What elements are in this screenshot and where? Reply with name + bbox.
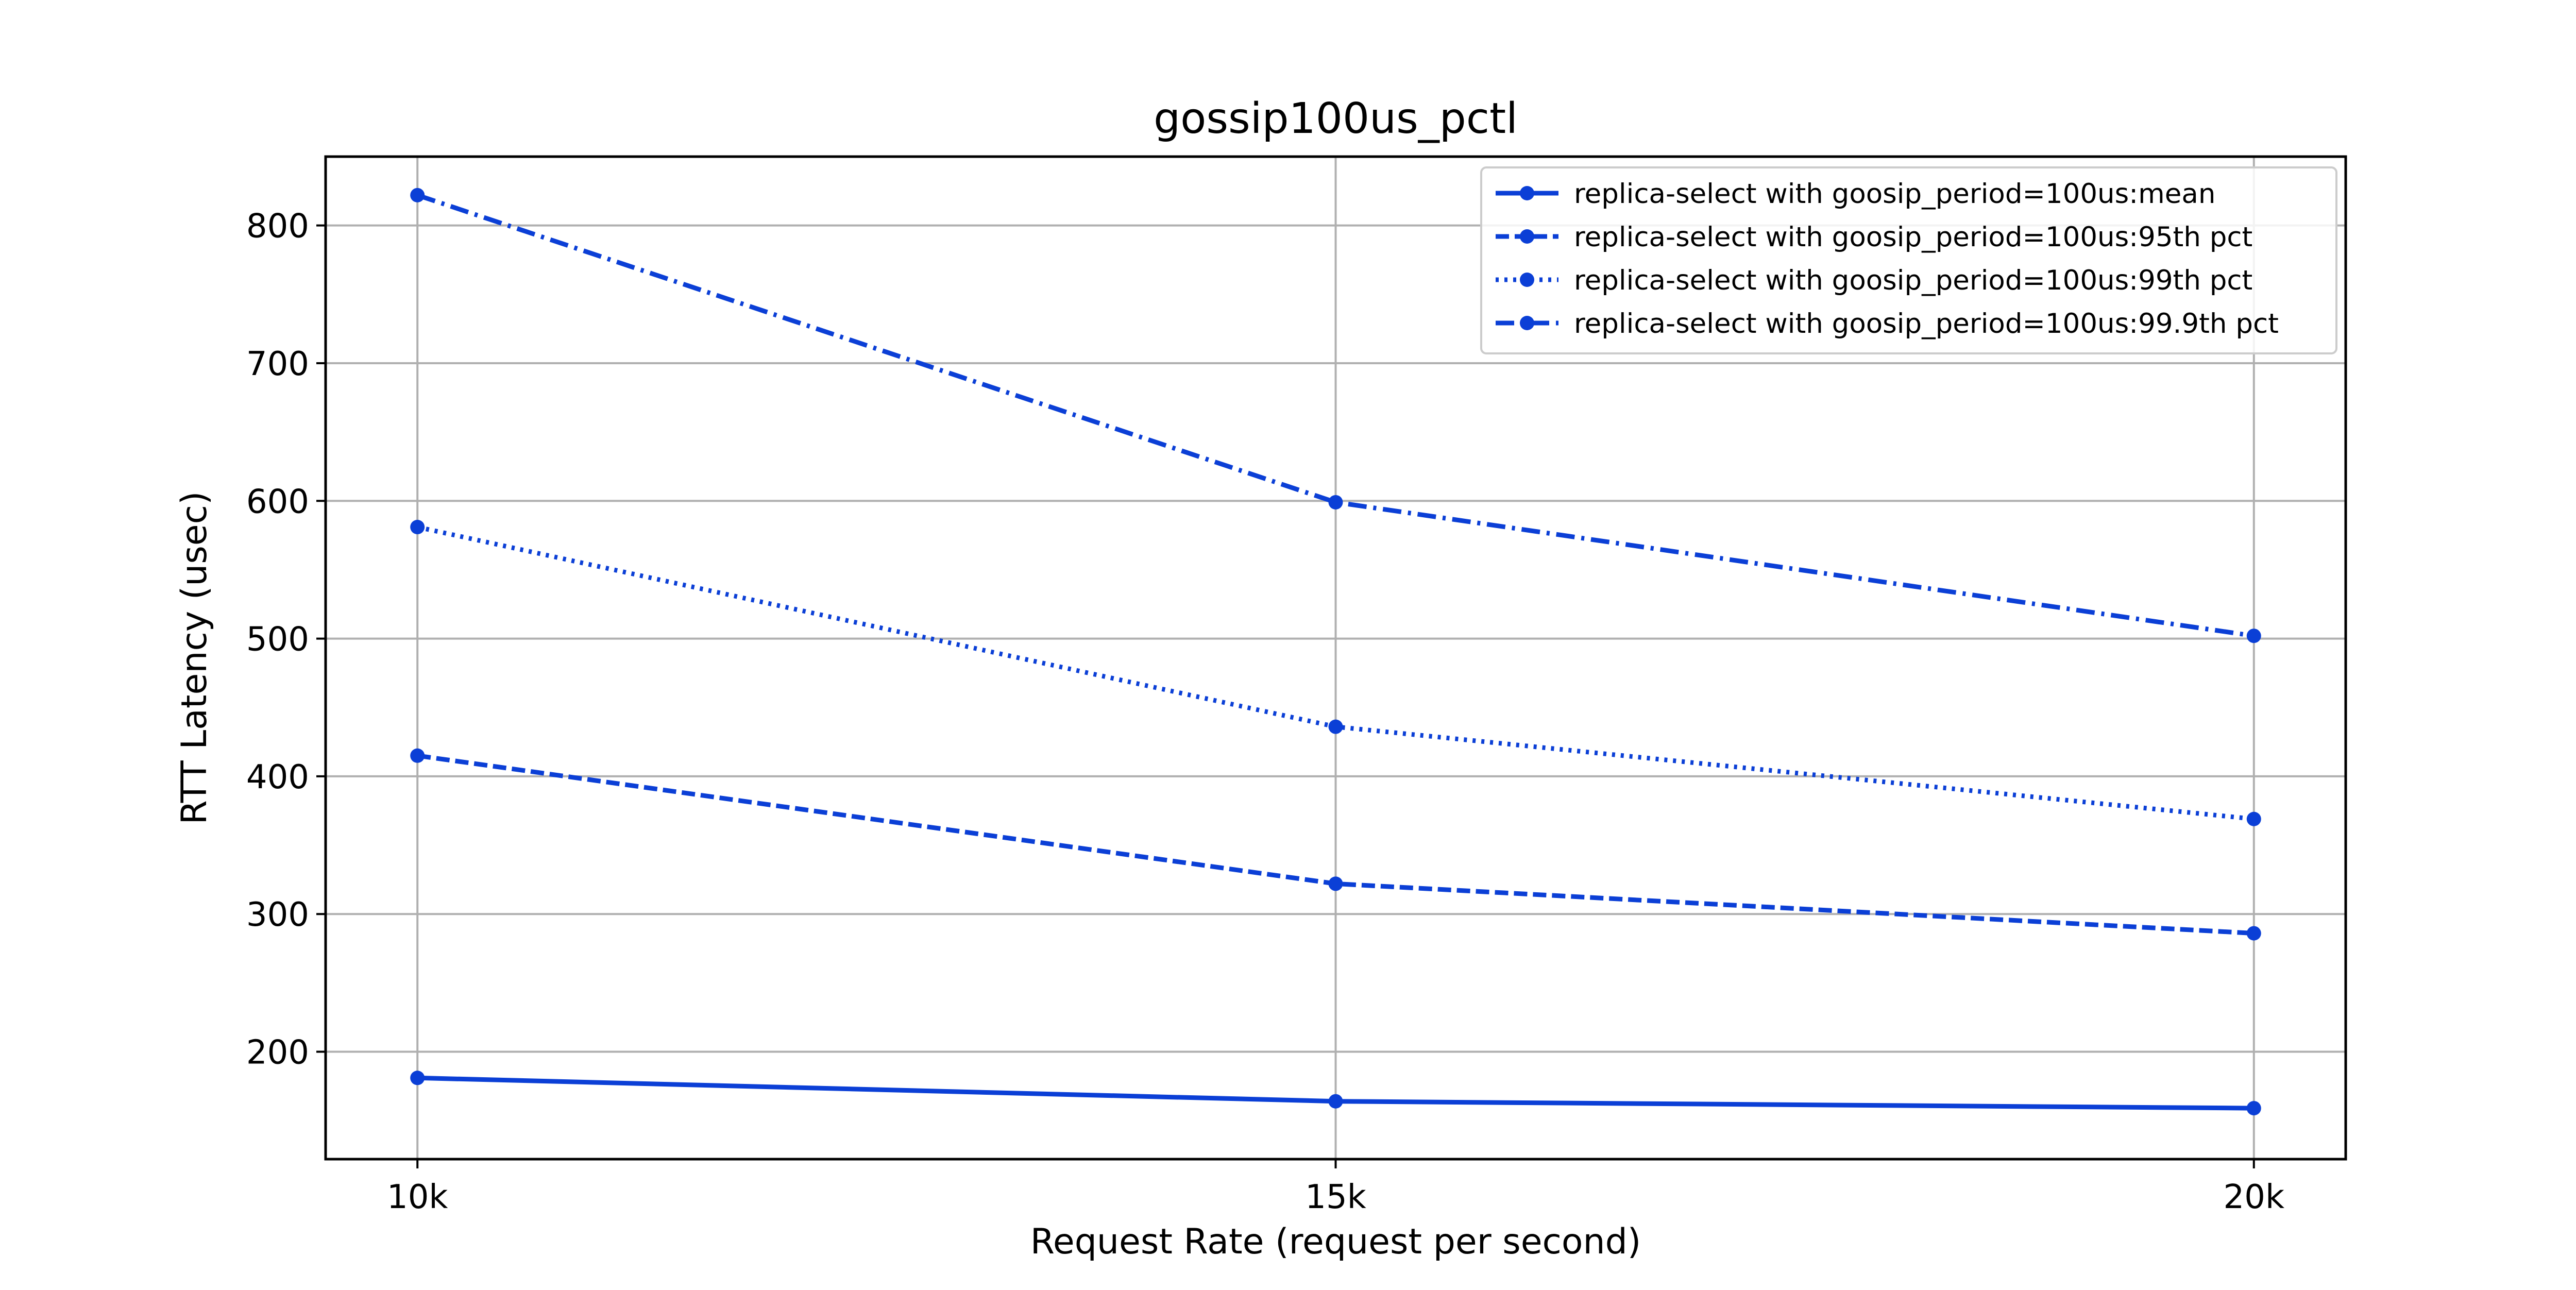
series-dashed (410, 748, 2261, 941)
legend-marker (1520, 273, 1534, 287)
axis-ticks: 200 300 400 500 600 700 800 10k 15k 20k (246, 208, 2284, 1216)
data-point (410, 188, 425, 202)
legend-box (1480, 166, 2337, 354)
series-dashdot (410, 188, 2261, 643)
data-point (2246, 629, 2261, 643)
y-tick-label: 300 (246, 896, 309, 934)
data-point (410, 1071, 425, 1085)
x-tick-label: 20k (2224, 1178, 2285, 1216)
y-tick-label: 500 (246, 621, 309, 659)
y-tick-label: 600 (246, 483, 309, 521)
legend-label: replica-select with goosip_period=100us:… (1574, 308, 2279, 340)
legend-item: replica-select with goosip_period=100us:… (1496, 265, 2252, 296)
series-group (410, 188, 2261, 1116)
data-point (410, 748, 425, 763)
y-axis-label: RTT Latency (usec) (174, 491, 215, 825)
x-tick-label: 15k (1305, 1178, 1366, 1216)
legend-label: replica-select with goosip_period=100us:… (1574, 178, 2215, 210)
legend-marker (1520, 229, 1534, 244)
data-point (2246, 811, 2261, 826)
series-line (416, 193, 2255, 638)
chart-title: gossip100us_pctl (1154, 94, 1518, 143)
series-dotted (410, 520, 2261, 826)
data-point (1328, 495, 1343, 510)
legend-item: replica-select with goosip_period=100us:… (1496, 308, 2279, 340)
data-point (1328, 876, 1343, 891)
legend-label: replica-select with goosip_period=100us:… (1574, 222, 2252, 253)
x-tick-label: 10k (387, 1178, 448, 1216)
y-tick-label: 200 (246, 1034, 309, 1072)
y-tick-label: 700 (246, 345, 309, 383)
legend: replica-select with goosip_period=100us:… (1480, 166, 2337, 354)
legend-label: replica-select with goosip_period=100us:… (1574, 265, 2252, 296)
x-axis-label: Request Rate (request per second) (1030, 1221, 1641, 1262)
legend-item: replica-select with goosip_period=100us:… (1496, 178, 2215, 210)
y-tick-label: 400 (246, 758, 309, 796)
series-solid (410, 1071, 2261, 1116)
data-point (2246, 926, 2261, 941)
legend-marker (1520, 186, 1534, 200)
data-point (2246, 1101, 2261, 1116)
data-point (410, 520, 425, 535)
y-tick-label: 800 (246, 208, 309, 246)
data-point (1328, 1094, 1343, 1109)
legend-item: replica-select with goosip_period=100us:… (1496, 222, 2252, 253)
data-point (1328, 719, 1343, 734)
legend-marker (1520, 316, 1534, 330)
